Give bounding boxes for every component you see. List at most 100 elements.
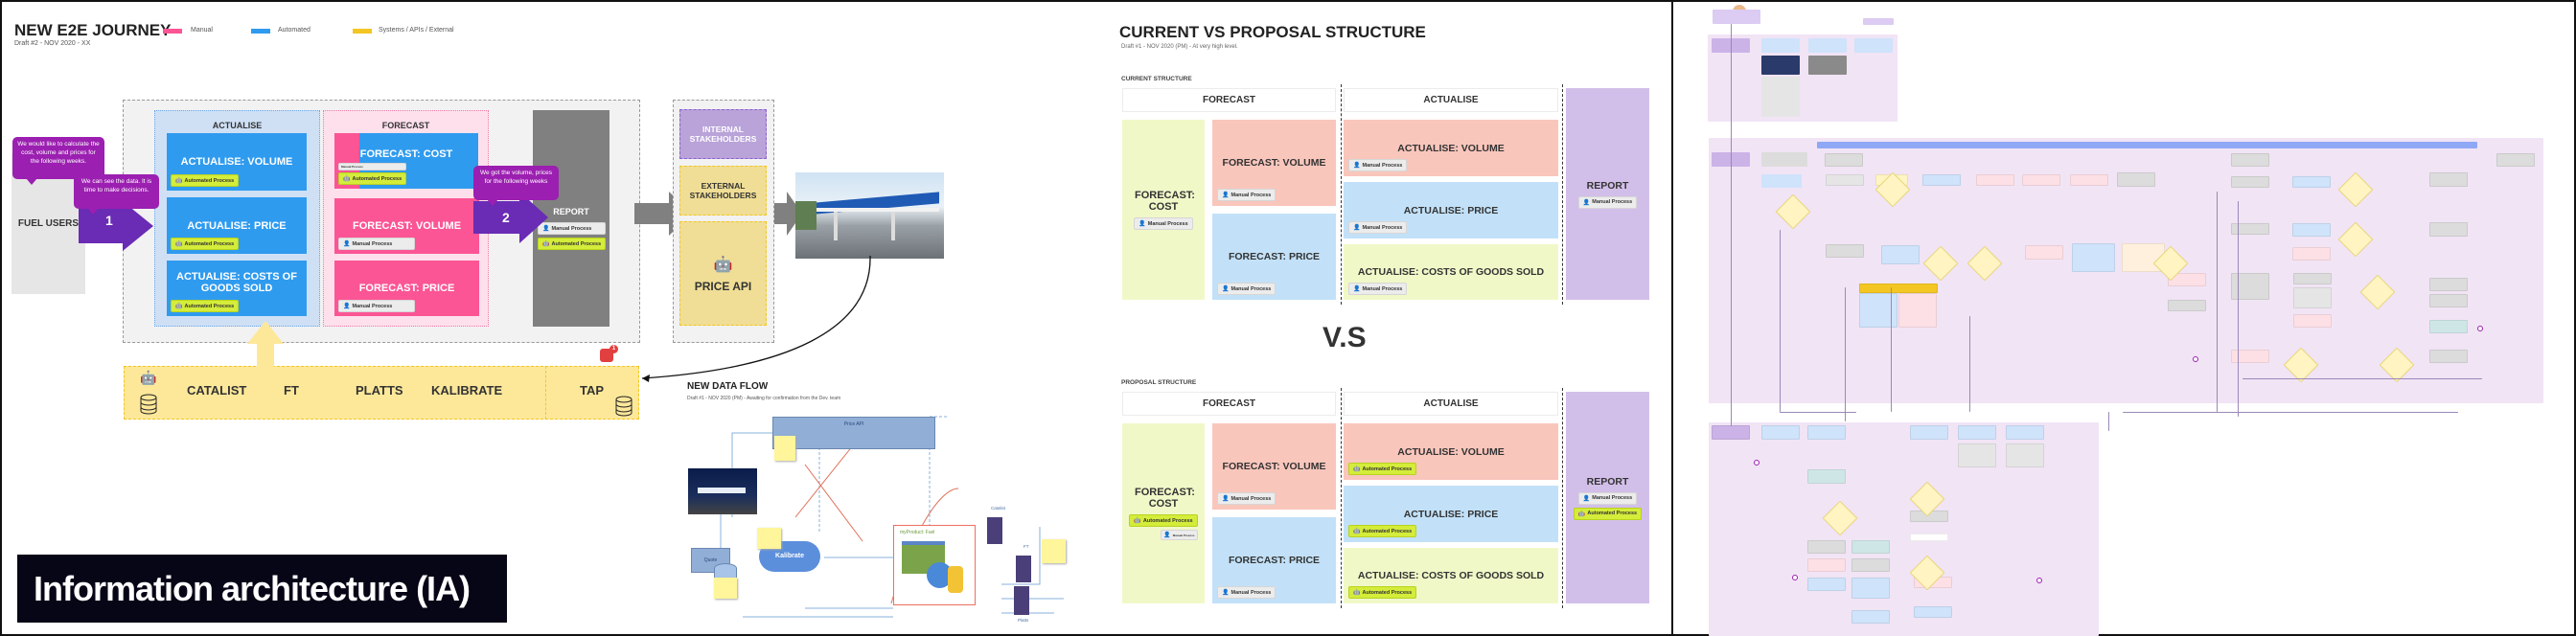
badge-label: Manual Process bbox=[551, 225, 592, 232]
flow-step-box bbox=[1859, 293, 1898, 328]
flow-step-box bbox=[2025, 245, 2063, 260]
badge-label: Manual Process bbox=[1362, 224, 1403, 231]
system-platts[interactable]: PLATTS bbox=[356, 383, 403, 398]
person-icon: 👤 bbox=[1222, 590, 1230, 596]
flow-box bbox=[1761, 38, 1800, 53]
forecast-cost-card[interactable]: FORECAST: COST Manual Process 🤖 Automated P… bbox=[334, 133, 478, 189]
node-label: Price API bbox=[843, 421, 864, 427]
automated-process-badge: 🤖 Automated Process bbox=[1573, 507, 1643, 520]
person-icon: 👤 bbox=[1138, 221, 1146, 227]
proposal-actualise-volume-card[interactable]: ACTUALISE: VOLUME 🤖 Automated Process bbox=[1344, 423, 1558, 480]
system-ft[interactable]: FT bbox=[284, 383, 299, 398]
gas-station-photo bbox=[795, 172, 944, 259]
flow-step-box bbox=[2429, 320, 2468, 333]
flow-box bbox=[1761, 152, 1807, 167]
gas-station-night-photo bbox=[688, 468, 757, 514]
automated-process-badge: 🤖 Automated Process bbox=[1348, 463, 1417, 475]
connector-curve bbox=[641, 255, 871, 382]
card-label: FORECAST: COST bbox=[359, 148, 453, 160]
flow-box bbox=[1854, 38, 1893, 53]
system-tap[interactable]: TAP bbox=[580, 383, 605, 398]
page-subtitle: Draft #2 - NOV 2020 - XX bbox=[14, 40, 91, 47]
badge-label: Automated Process bbox=[1142, 517, 1193, 524]
proposal-forecast-price-card[interactable]: FORECAST: PRICE 👤 Manual Process bbox=[1212, 517, 1336, 603]
flow-step-box bbox=[1807, 469, 1846, 484]
forecast-volume-card[interactable]: FORECAST: VOLUME 👤 Manual Process bbox=[334, 198, 479, 254]
up-arrow bbox=[247, 321, 284, 367]
card-label: ACTUALISE: PRICE bbox=[187, 219, 287, 232]
flow-connector bbox=[2108, 412, 2109, 431]
data-flow-subtitle: Draft #1 - NOV 2020 (PM) - Awaiting for … bbox=[687, 396, 841, 401]
card-label: REPORT bbox=[1586, 179, 1629, 192]
manual-process-badge: 👤 Manual Process bbox=[1577, 491, 1638, 505]
flow-connector bbox=[1845, 287, 1846, 421]
card-label: FORECAST: PRICE bbox=[1228, 251, 1321, 262]
external-stakeholders[interactable]: EXTERNAL STAKEHOLDERS bbox=[679, 166, 767, 216]
current-forecast-price-card[interactable]: FORECAST: PRICE 👤 Manual Process bbox=[1212, 214, 1336, 300]
proposal-actualise-cogs-card[interactable]: ACTUALISE: COSTS OF GOODS SOLD 🤖 Automated… bbox=[1344, 548, 1558, 603]
current-forecast-volume-card[interactable]: FORECAST: VOLUME 👤 Manual Process bbox=[1212, 120, 1336, 206]
price-api[interactable]: 🤖 PRICE API bbox=[679, 221, 767, 326]
flow-step-box bbox=[1910, 534, 1948, 541]
myproduct-fuel-node[interactable]: myProduct: Fuel bbox=[893, 525, 976, 605]
current-actualise-price-card[interactable]: ACTUALISE: PRICE 👤 Manual Process bbox=[1344, 182, 1558, 238]
flow-step-box bbox=[2429, 222, 2468, 237]
actualise-title: ACTUALISE bbox=[212, 121, 263, 130]
manual-process-badge: 👤 Manual Process bbox=[1217, 283, 1276, 295]
flow-connector bbox=[1969, 316, 1970, 412]
current-forecast-cost-card[interactable]: FORECAST: COST 👤 Manual Process bbox=[1122, 120, 1205, 300]
flow-step-box bbox=[2070, 174, 2108, 186]
actualise-cogs-card[interactable]: ACTUALISE: COSTS OF GOODS SOLD 🤖 Automated… bbox=[167, 261, 307, 316]
proposal-forecast-cost-card[interactable]: FORECAST: COST 🤖 Automated Process 👤 Manual … bbox=[1122, 423, 1205, 603]
manual-process-badge: 👤 Manual Process bbox=[1217, 189, 1276, 201]
proposal-header-forecast: FORECAST bbox=[1122, 392, 1336, 416]
system-catalist[interactable]: CATALIST bbox=[187, 383, 247, 398]
current-actualise-cogs-card[interactable]: ACTUALISE: COSTS OF GOODS SOLD 👤 Manual Pr… bbox=[1344, 244, 1558, 300]
screenshot-thumb bbox=[1761, 77, 1800, 117]
price-api-node[interactable]: Price API bbox=[772, 417, 935, 449]
flow-step-box bbox=[2117, 172, 2155, 187]
legend-automated-swatch bbox=[251, 29, 270, 34]
badge-label: Automated Process bbox=[184, 303, 235, 309]
notification-badge: 1 bbox=[610, 345, 618, 353]
flow-connector bbox=[2238, 201, 2239, 417]
flow-step-box bbox=[2292, 247, 2331, 261]
manual-process-badge: 👤 Manual Process bbox=[1348, 221, 1408, 234]
badge-label: Manual Process bbox=[352, 303, 393, 309]
flow-step-box bbox=[2231, 176, 2269, 188]
person-icon: 👤 bbox=[1582, 199, 1591, 206]
section-divider bbox=[1562, 84, 1563, 305]
flow-step-box bbox=[1881, 245, 1920, 264]
flow-step-box bbox=[2496, 153, 2535, 167]
actualise-price-card[interactable]: ACTUALISE: PRICE 🤖 Automated Process bbox=[167, 197, 307, 254]
flow-step-box bbox=[2429, 350, 2468, 363]
flow-step-box bbox=[2168, 300, 2206, 311]
sticky-note bbox=[1042, 539, 1066, 563]
flow-step-box bbox=[1922, 174, 1961, 186]
flow-step-box bbox=[1852, 610, 1890, 624]
internal-stakeholders[interactable]: INTERNAL STAKEHOLDERS bbox=[679, 109, 767, 159]
current-actualise-volume-card[interactable]: ACTUALISE: VOLUME 👤 Manual Process bbox=[1344, 120, 1558, 176]
system-kalibrate[interactable]: KALIBRATE bbox=[431, 383, 503, 398]
flow-step-box bbox=[1898, 293, 1937, 328]
proposal-forecast-volume-card[interactable]: FORECAST: VOLUME 👤 Manual Process bbox=[1212, 423, 1336, 510]
server-icon bbox=[1016, 556, 1031, 582]
proposal-report-card[interactable]: REPORT 👤 Manual Process 🤖 Automated Process bbox=[1566, 392, 1649, 603]
current-report-card[interactable]: REPORT 👤 Manual Process bbox=[1566, 88, 1649, 300]
manual-process-badge: 👤 Manual Process bbox=[1217, 492, 1276, 505]
flow-step-box bbox=[2072, 243, 2115, 272]
end-node bbox=[2193, 356, 2198, 362]
sticky-note bbox=[757, 528, 781, 549]
external-stakeholders-label: EXTERNAL STAKEHOLDERS bbox=[689, 181, 757, 200]
proposal-actualise-price-card[interactable]: ACTUALISE: PRICE 🤖 Automated Process bbox=[1344, 486, 1558, 542]
forecast-price-card[interactable]: FORECAST: PRICE 👤 Manual Process bbox=[334, 261, 479, 316]
ia-label: Information architecture (IA) bbox=[17, 555, 507, 623]
flow-connector bbox=[1780, 230, 1781, 412]
actualise-volume-card[interactable]: ACTUALISE: VOLUME 🤖 Automated Process bbox=[167, 133, 307, 191]
person-icon: 👤 bbox=[1222, 286, 1230, 292]
flow-step-box bbox=[2231, 273, 2269, 300]
flow-step-box bbox=[2231, 153, 2269, 167]
database-icon bbox=[140, 394, 157, 415]
node-label: Quote bbox=[703, 557, 718, 563]
badge-label: Automated Process bbox=[1362, 528, 1413, 534]
